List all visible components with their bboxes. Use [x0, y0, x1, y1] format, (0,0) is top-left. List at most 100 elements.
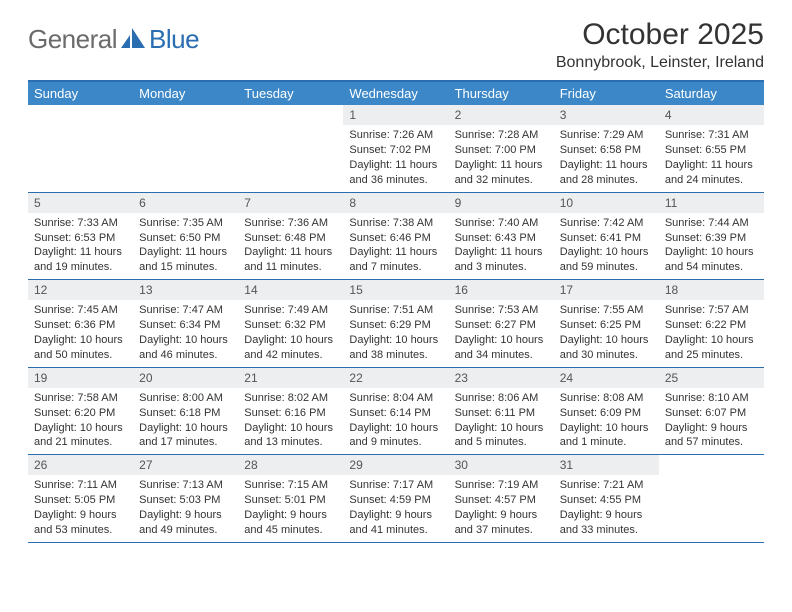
brand-logo: General Blue	[28, 18, 199, 55]
day-number: 26	[28, 455, 133, 475]
sunset-line: Sunset: 6:41 PM	[560, 231, 653, 246]
sunrise-line: Sunrise: 7:35 AM	[139, 216, 232, 231]
daylight-line: Daylight: 10 hours and 25 minutes.	[665, 333, 758, 363]
day-number: 10	[554, 193, 659, 213]
day-cell: 25Sunrise: 8:10 AMSunset: 6:07 PMDayligh…	[659, 368, 764, 455]
daylight-line: Daylight: 9 hours and 53 minutes.	[34, 508, 127, 538]
day-body: Sunrise: 7:40 AMSunset: 6:43 PMDaylight:…	[449, 213, 554, 279]
day-cell: 30Sunrise: 7:19 AMSunset: 4:57 PMDayligh…	[449, 455, 554, 542]
sunrise-line: Sunrise: 7:51 AM	[349, 303, 442, 318]
day-number: 11	[659, 193, 764, 213]
sunrise-line: Sunrise: 7:28 AM	[455, 128, 548, 143]
sunrise-line: Sunrise: 7:13 AM	[139, 478, 232, 493]
calendar-week-row: 1Sunrise: 7:26 AMSunset: 7:02 PMDaylight…	[28, 105, 764, 193]
weekday-header-row: SundayMondayTuesdayWednesdayThursdayFrid…	[28, 82, 764, 105]
daylight-line: Daylight: 9 hours and 45 minutes.	[244, 508, 337, 538]
sunset-line: Sunset: 5:01 PM	[244, 493, 337, 508]
day-body: Sunrise: 7:51 AMSunset: 6:29 PMDaylight:…	[343, 300, 448, 366]
day-cell: 28Sunrise: 7:15 AMSunset: 5:01 PMDayligh…	[238, 455, 343, 542]
weekday-header: Friday	[554, 82, 659, 105]
sunrise-line: Sunrise: 7:33 AM	[34, 216, 127, 231]
day-cell: 15Sunrise: 7:51 AMSunset: 6:29 PMDayligh…	[343, 280, 448, 367]
sunrise-line: Sunrise: 7:19 AM	[455, 478, 548, 493]
weekday-header: Monday	[133, 82, 238, 105]
sunrise-line: Sunrise: 7:44 AM	[665, 216, 758, 231]
sunset-line: Sunset: 6:32 PM	[244, 318, 337, 333]
daylight-line: Daylight: 9 hours and 57 minutes.	[665, 421, 758, 451]
weekday-header: Saturday	[659, 82, 764, 105]
day-body: Sunrise: 7:15 AMSunset: 5:01 PMDaylight:…	[238, 475, 343, 541]
day-body: Sunrise: 8:02 AMSunset: 6:16 PMDaylight:…	[238, 388, 343, 454]
sunrise-line: Sunrise: 8:08 AM	[560, 391, 653, 406]
sunset-line: Sunset: 6:18 PM	[139, 406, 232, 421]
day-body: Sunrise: 8:10 AMSunset: 6:07 PMDaylight:…	[659, 388, 764, 454]
day-body: Sunrise: 7:33 AMSunset: 6:53 PMDaylight:…	[28, 213, 133, 279]
day-body: Sunrise: 8:00 AMSunset: 6:18 PMDaylight:…	[133, 388, 238, 454]
day-body: Sunrise: 8:08 AMSunset: 6:09 PMDaylight:…	[554, 388, 659, 454]
day-cell: 31Sunrise: 7:21 AMSunset: 4:55 PMDayligh…	[554, 455, 659, 542]
sunset-line: Sunset: 6:25 PM	[560, 318, 653, 333]
day-cell: 24Sunrise: 8:08 AMSunset: 6:09 PMDayligh…	[554, 368, 659, 455]
weekday-header: Sunday	[28, 82, 133, 105]
day-cell: 26Sunrise: 7:11 AMSunset: 5:05 PMDayligh…	[28, 455, 133, 542]
calendar-week-row: 19Sunrise: 7:58 AMSunset: 6:20 PMDayligh…	[28, 368, 764, 456]
daylight-line: Daylight: 10 hours and 1 minute.	[560, 421, 653, 451]
calendar-week-row: 5Sunrise: 7:33 AMSunset: 6:53 PMDaylight…	[28, 193, 764, 281]
day-cell: 2Sunrise: 7:28 AMSunset: 7:00 PMDaylight…	[449, 105, 554, 192]
empty-cell	[28, 105, 133, 192]
weekday-header: Tuesday	[238, 82, 343, 105]
day-cell: 23Sunrise: 8:06 AMSunset: 6:11 PMDayligh…	[449, 368, 554, 455]
sunrise-line: Sunrise: 7:47 AM	[139, 303, 232, 318]
sunset-line: Sunset: 6:22 PM	[665, 318, 758, 333]
sunrise-line: Sunrise: 7:15 AM	[244, 478, 337, 493]
page: General Blue October 2025 Bonnybrook, Le…	[0, 0, 792, 561]
sunrise-line: Sunrise: 8:02 AM	[244, 391, 337, 406]
day-number: 19	[28, 368, 133, 388]
day-number: 24	[554, 368, 659, 388]
sails-icon	[121, 28, 145, 48]
sunset-line: Sunset: 6:14 PM	[349, 406, 442, 421]
day-cell: 18Sunrise: 7:57 AMSunset: 6:22 PMDayligh…	[659, 280, 764, 367]
day-number: 14	[238, 280, 343, 300]
day-body: Sunrise: 7:26 AMSunset: 7:02 PMDaylight:…	[343, 125, 448, 191]
day-number: 5	[28, 193, 133, 213]
sunset-line: Sunset: 6:09 PM	[560, 406, 653, 421]
day-cell: 7Sunrise: 7:36 AMSunset: 6:48 PMDaylight…	[238, 193, 343, 280]
day-cell: 27Sunrise: 7:13 AMSunset: 5:03 PMDayligh…	[133, 455, 238, 542]
day-number: 29	[343, 455, 448, 475]
daylight-line: Daylight: 11 hours and 11 minutes.	[244, 245, 337, 275]
empty-cell	[133, 105, 238, 192]
day-cell: 22Sunrise: 8:04 AMSunset: 6:14 PMDayligh…	[343, 368, 448, 455]
sunrise-line: Sunrise: 7:29 AM	[560, 128, 653, 143]
sunset-line: Sunset: 6:43 PM	[455, 231, 548, 246]
day-body: Sunrise: 7:35 AMSunset: 6:50 PMDaylight:…	[133, 213, 238, 279]
day-number: 20	[133, 368, 238, 388]
day-number: 8	[343, 193, 448, 213]
brand-name-part2: Blue	[149, 24, 199, 55]
day-number: 3	[554, 105, 659, 125]
day-number: 30	[449, 455, 554, 475]
day-body: Sunrise: 7:45 AMSunset: 6:36 PMDaylight:…	[28, 300, 133, 366]
daylight-line: Daylight: 11 hours and 24 minutes.	[665, 158, 758, 188]
day-number: 7	[238, 193, 343, 213]
daylight-line: Daylight: 10 hours and 5 minutes.	[455, 421, 548, 451]
sunset-line: Sunset: 6:58 PM	[560, 143, 653, 158]
sunrise-line: Sunrise: 8:06 AM	[455, 391, 548, 406]
day-cell: 14Sunrise: 7:49 AMSunset: 6:32 PMDayligh…	[238, 280, 343, 367]
sunrise-line: Sunrise: 7:53 AM	[455, 303, 548, 318]
day-number: 13	[133, 280, 238, 300]
day-cell: 16Sunrise: 7:53 AMSunset: 6:27 PMDayligh…	[449, 280, 554, 367]
day-number: 27	[133, 455, 238, 475]
day-number: 2	[449, 105, 554, 125]
sunrise-line: Sunrise: 7:57 AM	[665, 303, 758, 318]
daylight-line: Daylight: 9 hours and 33 minutes.	[560, 508, 653, 538]
page-title: October 2025	[556, 18, 764, 52]
day-number: 1	[343, 105, 448, 125]
day-body: Sunrise: 7:42 AMSunset: 6:41 PMDaylight:…	[554, 213, 659, 279]
day-body: Sunrise: 7:13 AMSunset: 5:03 PMDaylight:…	[133, 475, 238, 541]
day-cell: 8Sunrise: 7:38 AMSunset: 6:46 PMDaylight…	[343, 193, 448, 280]
day-cell: 20Sunrise: 8:00 AMSunset: 6:18 PMDayligh…	[133, 368, 238, 455]
sunrise-line: Sunrise: 7:17 AM	[349, 478, 442, 493]
daylight-line: Daylight: 11 hours and 15 minutes.	[139, 245, 232, 275]
sunset-line: Sunset: 6:46 PM	[349, 231, 442, 246]
